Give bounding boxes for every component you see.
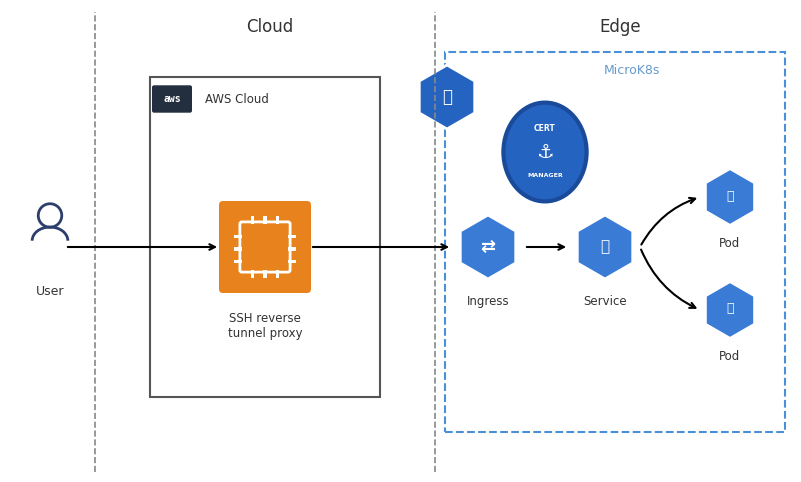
Text: SSH reverse
tunnel proxy: SSH reverse tunnel proxy [227, 312, 302, 340]
Polygon shape [706, 169, 755, 225]
Polygon shape [578, 215, 633, 279]
Bar [276, 270, 280, 278]
Bar [150, 77, 380, 397]
Ellipse shape [503, 103, 586, 201]
Bar [445, 52, 785, 432]
Bar [288, 247, 296, 251]
Text: aws: aws [163, 94, 181, 104]
Bar [235, 247, 242, 251]
Text: MANAGER: MANAGER [527, 173, 563, 178]
Polygon shape [461, 215, 516, 279]
Bar [264, 270, 267, 278]
Text: ⎈: ⎈ [442, 88, 452, 106]
Text: Pod: Pod [719, 350, 741, 363]
Text: Cloud: Cloud [247, 18, 294, 36]
Text: AWS Cloud: AWS Cloud [205, 93, 269, 106]
Text: ⇄: ⇄ [481, 238, 496, 256]
Bar [276, 216, 280, 224]
FancyBboxPatch shape [152, 85, 192, 113]
FancyBboxPatch shape [219, 201, 311, 293]
FancyBboxPatch shape [240, 222, 290, 272]
Bar [288, 260, 296, 263]
Text: ⚓: ⚓ [536, 143, 553, 161]
Bar [235, 235, 242, 238]
Text: ⧉: ⧉ [601, 240, 610, 254]
Text: CERT: CERT [534, 124, 556, 133]
Text: Edge: Edge [599, 18, 641, 36]
Text: MicroK8s: MicroK8s [604, 64, 660, 77]
Text: ⬛: ⬛ [727, 189, 734, 202]
Polygon shape [706, 282, 755, 338]
Polygon shape [419, 65, 475, 129]
Bar [264, 216, 267, 224]
Bar [288, 235, 296, 238]
Bar [235, 260, 242, 263]
Text: Pod: Pod [719, 237, 741, 250]
Text: Ingress: Ingress [467, 295, 509, 308]
Text: ⬛: ⬛ [727, 303, 734, 316]
Text: Service: Service [583, 295, 627, 308]
Bar [251, 270, 254, 278]
Text: User: User [36, 285, 64, 298]
Bar [251, 216, 254, 224]
